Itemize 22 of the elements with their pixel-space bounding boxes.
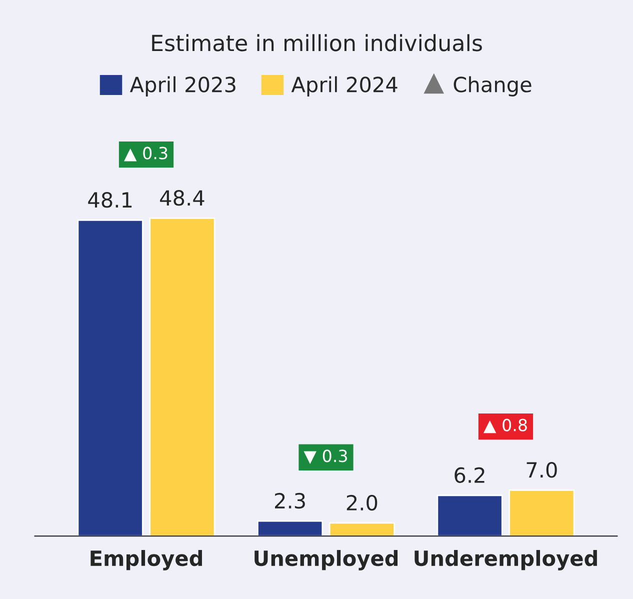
legend-label: April 2024 [291, 76, 398, 96]
bar [328, 522, 395, 536]
legend-label: April 2023 [130, 76, 236, 96]
annotation: ▼ 0.3 [304, 450, 347, 464]
x-tick-label: Employed [90, 550, 202, 570]
legend-label: Change [454, 76, 532, 96]
chart-title: Estimate in million individuals [152, 34, 482, 52]
data-label: 6.2 [454, 467, 484, 484]
x-tick-label: Underemployed [414, 550, 597, 570]
data-label: 2.3 [275, 492, 305, 509]
data-label: 48.1 [88, 192, 132, 208]
x-tick-label: Unemployed [254, 550, 398, 570]
data-label: 7.0 [526, 462, 557, 478]
bar [149, 217, 216, 536]
data-label: 48.4 [160, 190, 204, 206]
bar [436, 494, 503, 536]
annotation: ▲ 0.8 [483, 418, 527, 434]
bar [508, 489, 575, 536]
text: ▲ 0.3 [124, 146, 168, 162]
bar [77, 219, 144, 536]
bar [257, 520, 324, 536]
data-label: 2.0 [346, 494, 378, 511]
